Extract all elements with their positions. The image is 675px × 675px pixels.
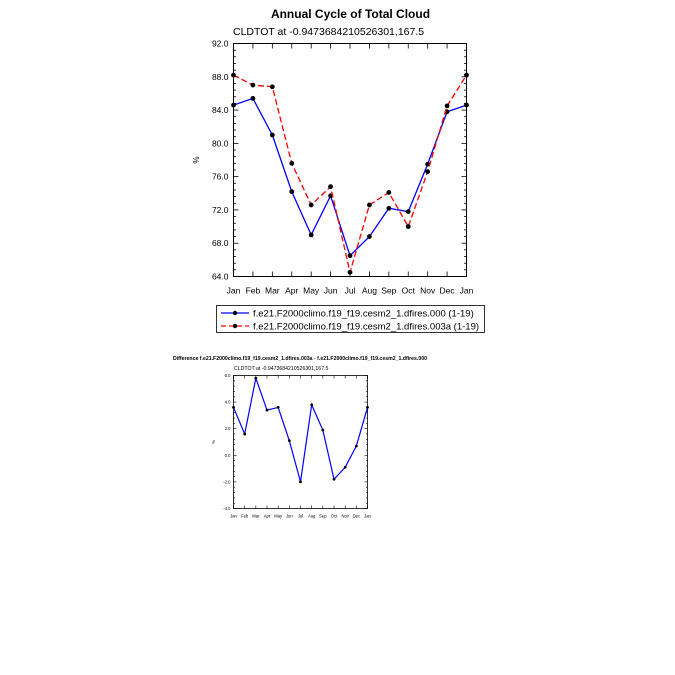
series-2-point xyxy=(347,269,353,275)
x-tick-label: Nov xyxy=(341,514,349,519)
y-tick-label: 92.0 xyxy=(212,39,229,49)
main-chart: Annual Cycle of Total Cloud CLDTOT at -0… xyxy=(192,7,485,333)
main-chart-frame xyxy=(233,43,467,277)
main-chart-title: Annual Cycle of Total Cloud xyxy=(271,7,430,21)
x-tick-label: Jul xyxy=(298,514,303,519)
series-1-point xyxy=(310,403,314,407)
y-tick-label: 76.0 xyxy=(212,172,229,182)
series-1-point xyxy=(269,132,275,138)
difference-chart-frame xyxy=(233,375,368,509)
y-tick-label: -4.0 xyxy=(223,506,231,511)
x-tick-label: Jul xyxy=(345,286,356,296)
series-line-2 xyxy=(233,74,468,273)
x-tick-label: Oct xyxy=(331,514,338,519)
series-1-point xyxy=(254,376,258,380)
x-tick-label: Feb xyxy=(241,514,249,519)
series-1-point xyxy=(347,253,353,259)
series-line-1 xyxy=(232,375,369,483)
series-2-point xyxy=(425,169,431,175)
x-tick-label: Jan xyxy=(230,514,237,519)
x-tick-label: Dec xyxy=(440,286,456,296)
difference-chart-ylabel: % xyxy=(211,440,216,444)
y-tick-label: -2.0 xyxy=(223,479,231,484)
series-1-point xyxy=(287,439,291,443)
main-chart-subtitle: CLDTOT at -0.9473684210526301,167.5 xyxy=(233,26,424,38)
difference-chart-title: Difference f.e21.F2000climo.f19_f19.cesm… xyxy=(173,356,427,362)
series-2-point xyxy=(308,202,314,208)
series-2-point xyxy=(386,190,392,195)
series-1-point xyxy=(405,209,411,214)
series-1-point xyxy=(367,234,372,239)
x-tick-label: Jun xyxy=(286,514,293,519)
x-tick-label: Apr xyxy=(264,514,271,519)
series-1-point xyxy=(250,96,256,101)
series-1-point xyxy=(243,432,247,436)
series-1-point xyxy=(299,480,302,484)
x-tick-label: Jun xyxy=(324,286,338,296)
series-2-point xyxy=(444,103,450,109)
series-1-point xyxy=(265,408,269,412)
legend-label-series-1: f.e21.F2000climo.f19_f19.cesm2_1.dfires.… xyxy=(253,309,474,320)
series-2-point xyxy=(405,224,411,229)
x-tick-label: Oct xyxy=(402,286,416,296)
difference-chart: Difference f.e21.F2000climo.f19_f19.cesm… xyxy=(173,356,427,519)
difference-chart-ticks: -4.0 -2.0 0.0 2.0 4.0 6.0 Jan Feb Mar Apr May Jun Ju… xyxy=(223,373,371,519)
main-chart-series xyxy=(231,72,469,275)
x-tick-label: Dec xyxy=(353,514,360,519)
x-tick-label: Jan xyxy=(227,286,241,296)
main-chart-ylabel: % xyxy=(192,156,201,163)
series-1-point xyxy=(321,428,325,432)
main-chart-ticks: 64.0 68.0 72.0 76.0 80.0 84.0 88.0 92.0 Jan Feb Ma… xyxy=(212,39,474,296)
x-tick-label: May xyxy=(303,286,320,296)
x-tick-label: Jan xyxy=(460,286,474,296)
series-2-point xyxy=(328,184,333,190)
y-tick-label: 6.0 xyxy=(225,373,231,378)
x-tick-label: Aug xyxy=(308,514,316,519)
y-tick-label: 2.0 xyxy=(225,426,231,431)
series-1-point xyxy=(386,205,392,211)
series-1-point xyxy=(276,406,280,409)
y-tick-label: 88.0 xyxy=(212,72,229,82)
legend-label-series-2: f.e21.F2000climo.f19_f19.cesm2_1.dfires.… xyxy=(253,322,479,333)
y-tick-label: 80.0 xyxy=(212,138,229,148)
x-tick-label: Apr xyxy=(285,286,298,296)
difference-chart-subtitle: CLDTOT at -0.9473684210526301,167.5 xyxy=(234,366,329,372)
series-2-point xyxy=(269,84,275,90)
y-tick-label: 4.0 xyxy=(225,400,231,405)
x-tick-label: Feb xyxy=(246,286,261,296)
x-tick-label: Nov xyxy=(420,286,436,296)
main-chart-legend: f.e21.F2000climo.f19_f19.cesm2_1.dfires.… xyxy=(216,305,485,333)
difference-chart-series xyxy=(232,375,369,484)
legend-marker-series-1 xyxy=(232,310,238,316)
series-1-point xyxy=(289,189,295,195)
x-tick-label: Jan xyxy=(364,514,371,519)
legend-marker-series-2 xyxy=(232,323,238,329)
series-2-point xyxy=(367,202,372,208)
x-tick-label: May xyxy=(274,514,283,519)
x-tick-label: Aug xyxy=(362,286,377,296)
y-tick-label: 0.0 xyxy=(225,453,231,458)
x-tick-label: Mar xyxy=(265,286,280,296)
x-tick-label: Sep xyxy=(381,286,396,296)
y-tick-label: 84.0 xyxy=(212,105,229,115)
legend-box xyxy=(216,305,485,333)
x-tick-label: Sep xyxy=(319,514,327,519)
y-tick-label: 64.0 xyxy=(212,272,229,282)
y-tick-label: 72.0 xyxy=(212,205,229,215)
series-1-point xyxy=(343,465,347,469)
y-tick-label: 68.0 xyxy=(212,238,229,248)
series-1-point xyxy=(354,444,358,448)
series-1-point xyxy=(332,477,336,481)
series-1-point xyxy=(308,232,314,238)
series-2-point xyxy=(250,82,256,88)
series-line-1 xyxy=(233,97,467,257)
series-2-point xyxy=(289,160,295,166)
x-tick-label: Mar xyxy=(252,514,260,519)
